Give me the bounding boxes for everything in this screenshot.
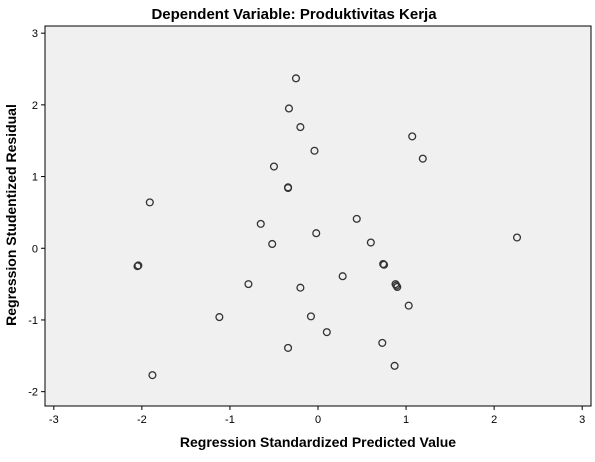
data-point xyxy=(133,262,142,271)
data-point xyxy=(215,313,224,322)
data-point xyxy=(296,283,305,292)
data-point xyxy=(512,233,522,242)
y-tick-label: -1 xyxy=(28,315,38,327)
data-point xyxy=(379,260,389,269)
data-point xyxy=(312,229,321,238)
x-tick-label: 0 xyxy=(315,414,321,426)
data-point xyxy=(284,183,293,193)
data-point xyxy=(408,132,417,141)
data-point xyxy=(306,312,316,321)
data-point xyxy=(284,104,293,113)
x-tick-label: -2 xyxy=(137,414,147,426)
data-point xyxy=(418,154,427,163)
y-axis: 3 2 1 0 -1 -2 xyxy=(28,28,45,399)
data-point xyxy=(404,301,413,310)
data-point xyxy=(284,343,293,352)
x-axis: -3 -2 -1 0 1 2 3 xyxy=(49,406,585,426)
data-point xyxy=(352,214,361,223)
x-tick-label: 3 xyxy=(579,414,585,426)
data-point xyxy=(296,123,305,132)
x-tick-label: 1 xyxy=(403,414,409,426)
y-tick-label: 1 xyxy=(32,172,38,184)
data-point xyxy=(148,371,157,380)
chart-title: Dependent Variable: Produktivitas Kerja xyxy=(151,6,437,23)
x-tick-label: 2 xyxy=(491,414,497,426)
data-point xyxy=(378,338,387,347)
data-point xyxy=(393,282,402,292)
data-point xyxy=(291,74,301,83)
y-tick-label: 3 xyxy=(32,28,38,40)
data-point xyxy=(366,238,375,247)
data-point xyxy=(322,328,331,337)
x-tick-label: -1 xyxy=(225,414,235,426)
y-axis-title: Regression Studentized Residual xyxy=(3,104,19,326)
data-point xyxy=(256,219,265,228)
data-point xyxy=(310,146,319,155)
data-point xyxy=(244,280,253,289)
y-tick-label: 0 xyxy=(32,243,38,255)
data-point xyxy=(269,162,279,171)
x-tick-label: -3 xyxy=(49,414,59,426)
data-point xyxy=(145,198,154,207)
plot-area xyxy=(44,25,592,407)
y-tick-label: -2 xyxy=(28,387,38,399)
x-axis-title: Regression Standardized Predicted Value xyxy=(180,434,456,450)
data-point xyxy=(268,239,277,249)
data-point xyxy=(338,272,347,281)
y-tick-label: 2 xyxy=(32,100,38,112)
data-points xyxy=(133,74,522,380)
data-point xyxy=(390,361,399,370)
